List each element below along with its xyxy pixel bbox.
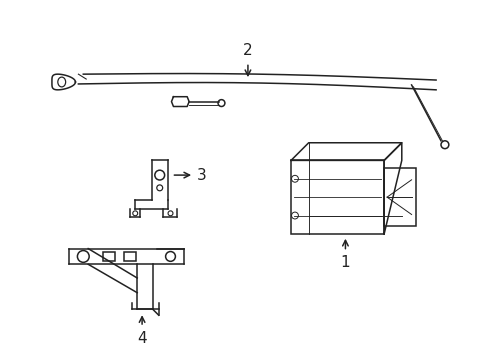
- Bar: [290, 161, 384, 234]
- Text: 2: 2: [243, 44, 252, 58]
- Text: 3: 3: [197, 168, 206, 183]
- Bar: [102, 252, 114, 261]
- Bar: [124, 252, 136, 261]
- Bar: [384, 168, 415, 226]
- Text: 4: 4: [137, 331, 146, 346]
- Text: 1: 1: [340, 256, 349, 270]
